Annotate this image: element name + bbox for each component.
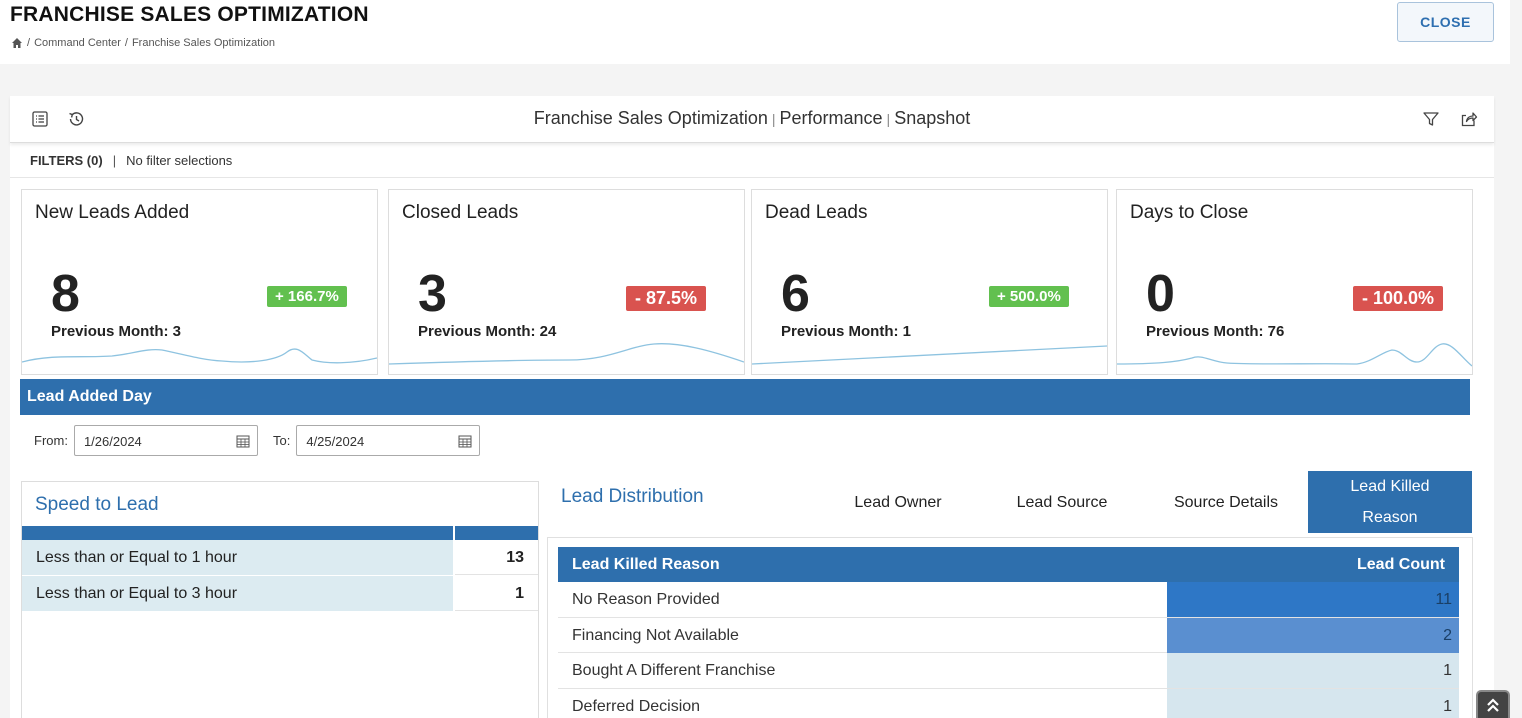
section-header-lead-added-day: Lead Added Day: [20, 379, 1470, 415]
filters-label[interactable]: FILTERS (0): [30, 153, 103, 168]
calendar-icon[interactable]: [458, 434, 472, 448]
dashboard-panel: Franchise Sales Optimization | Performance…: [10, 96, 1494, 718]
change-badge: + 500.0%: [989, 286, 1069, 307]
filters-text: No filter selections: [126, 153, 233, 168]
lead-killed-reason-table: Lead Killed Reason Lead Count No Reason …: [558, 547, 1459, 718]
lead-distribution-title: Lead Distribution: [561, 486, 704, 507]
double-chevron-up-icon: [1487, 698, 1499, 712]
close-button[interactable]: CLOSE: [1397, 2, 1494, 42]
row-label: Less than or Equal to 3 hour: [22, 576, 453, 611]
kpi-title: Dead Leads: [765, 202, 868, 223]
row-value: 13: [455, 540, 538, 575]
sparkline: [1117, 343, 1472, 367]
divider: [10, 177, 1494, 178]
history-icon[interactable]: [67, 110, 85, 128]
breadcrumb-command-center[interactable]: Command Center: [34, 37, 121, 49]
kpi-previous: Previous Month: 1: [781, 323, 912, 340]
table-header: [22, 526, 538, 540]
speed-to-lead-title: Speed to Lead: [35, 494, 159, 515]
page-title: FRANCHISE SALES OPTIMIZATION: [10, 3, 369, 26]
scroll-to-top-button[interactable]: [1476, 690, 1510, 718]
from-label: From:: [34, 433, 68, 448]
breadcrumb: / Command Center / Franchise Sales Optim…: [11, 37, 275, 49]
table-row[interactable]: Bought A Different Franchise 1: [558, 653, 1459, 689]
breadcrumb-current: Franchise Sales Optimization: [131, 37, 276, 49]
kpi-value: 0: [1146, 265, 1175, 323]
calendar-icon[interactable]: [236, 434, 250, 448]
kpi-title: Days to Close: [1130, 202, 1249, 223]
change-badge: - 87.5%: [626, 286, 707, 311]
change-badge: + 166.7%: [267, 286, 347, 307]
table-row[interactable]: No Reason Provided 11: [558, 582, 1459, 618]
home-icon[interactable]: [11, 37, 23, 49]
kpi-previous: Previous Month: 76: [1146, 323, 1285, 340]
from-date-input[interactable]: 1/26/2024: [73, 425, 258, 456]
row-label: Less than or Equal to 1 hour: [22, 540, 453, 575]
kpi-value: 8: [51, 265, 80, 323]
table-header: Lead Killed Reason Lead Count: [558, 547, 1459, 582]
kpi-card-closed-leads[interactable]: Closed Leads 3 Previous Month: 24 - 87.5…: [388, 189, 745, 375]
top-bar: FRANCHISE SALES OPTIMIZATION / Command C…: [0, 0, 1510, 64]
sparkline: [389, 343, 744, 365]
filters-bar: FILTERS (0) | No filter selections: [30, 153, 233, 168]
table-row[interactable]: Less than or Equal to 1 hour 13: [22, 540, 538, 576]
table-row[interactable]: Deferred Decision 1: [558, 688, 1459, 718]
from-date-group: From: 1/26/2024: [34, 425, 258, 456]
kpi-previous: Previous Month: 3: [51, 323, 182, 340]
speed-to-lead-card: Speed to Lead Less than or Equal to 1 ho…: [21, 481, 539, 718]
column-header-count[interactable]: Lead Count: [1357, 556, 1445, 573]
share-icon[interactable]: [1460, 110, 1478, 128]
to-date-group: To: 4/25/2024: [273, 425, 481, 456]
sparkline: [22, 348, 377, 364]
kpi-title: Closed Leads: [402, 202, 519, 223]
dashboard-toolbar: Franchise Sales Optimization | Performance…: [10, 96, 1494, 143]
kpi-previous: Previous Month: 24: [418, 323, 557, 340]
kpi-value: 3: [418, 265, 447, 323]
column-header-reason[interactable]: Lead Killed Reason: [572, 556, 720, 573]
tab-lead-killed-reason[interactable]: Lead Killed Reason: [1308, 471, 1472, 533]
tab-lead-owner[interactable]: Lead Owner: [854, 493, 942, 511]
change-badge: - 100.0%: [1353, 286, 1444, 311]
table-row[interactable]: Less than or Equal to 3 hour 1: [22, 576, 538, 612]
filter-icon[interactable]: [1422, 110, 1440, 128]
tab-source-details[interactable]: Source Details: [1173, 493, 1279, 511]
table-row[interactable]: Financing Not Available 2: [558, 617, 1459, 653]
to-date-input[interactable]: 4/25/2024: [296, 425, 481, 456]
list-icon[interactable]: [31, 110, 49, 128]
kpi-card-new-leads[interactable]: New Leads Added 8 Previous Month: 3 + 16…: [21, 189, 378, 375]
tab-lead-source[interactable]: Lead Source: [1016, 493, 1108, 511]
row-value: 1: [455, 576, 538, 611]
kpi-card-dead-leads[interactable]: Dead Leads 6 Previous Month: 1 + 500.0%: [751, 189, 1108, 375]
to-label: To:: [273, 433, 291, 448]
kpi-card-days-to-close[interactable]: Days to Close 0 Previous Month: 76 - 100…: [1116, 189, 1473, 375]
kpi-value: 6: [781, 265, 810, 323]
kpi-title: New Leads Added: [35, 202, 190, 223]
dashboard-title: Franchise Sales Optimization | Performance…: [533, 108, 971, 128]
sparkline: [752, 345, 1107, 365]
